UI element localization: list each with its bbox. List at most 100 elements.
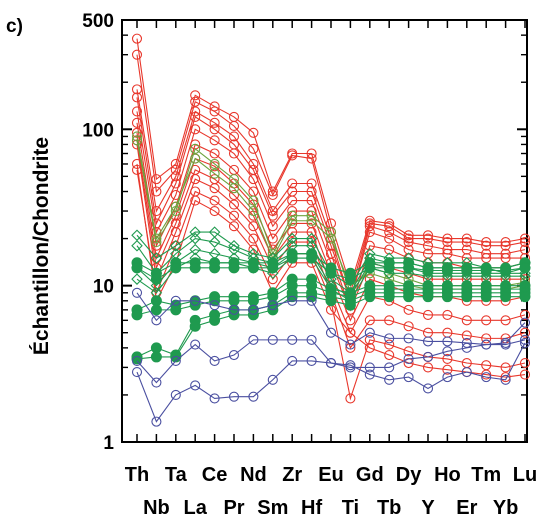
series-line	[136, 342, 526, 423]
data-point	[345, 327, 356, 338]
data-point	[247, 295, 259, 307]
x-tick-label: Gd	[356, 464, 384, 486]
data-point	[383, 262, 395, 274]
data-point	[209, 262, 221, 274]
data-point	[364, 227, 375, 238]
data-point	[345, 315, 356, 326]
data-point	[209, 161, 220, 172]
data-point	[344, 273, 356, 285]
x-tick-label: Tb	[377, 497, 401, 519]
data-point	[131, 92, 143, 103]
data-point	[190, 380, 201, 391]
x-tick-label: Dy	[396, 464, 422, 486]
data-point	[422, 362, 434, 373]
data-point	[364, 262, 376, 274]
data-point	[209, 205, 220, 217]
data-point	[170, 355, 181, 366]
data-point	[461, 233, 472, 244]
data-point	[306, 195, 317, 206]
data-point	[150, 279, 163, 292]
data-point	[306, 215, 317, 226]
data-point	[403, 346, 414, 357]
data-point	[248, 391, 259, 402]
data-point	[442, 233, 453, 244]
data-point	[209, 314, 221, 326]
data-point	[190, 111, 201, 122]
x-tick-label: Hf	[301, 497, 322, 519]
data-point	[209, 183, 220, 194]
data-point	[403, 304, 414, 315]
data-point	[442, 353, 453, 364]
data-point	[131, 33, 143, 44]
x-tick-label: Tm	[471, 464, 501, 486]
data-point	[189, 262, 201, 274]
series-line	[136, 111, 526, 312]
data-point	[461, 315, 472, 326]
data-point	[287, 227, 298, 238]
data-point	[422, 336, 434, 347]
data-point	[403, 372, 414, 383]
data-point	[248, 174, 259, 185]
data-point	[481, 372, 492, 383]
data-point	[247, 262, 259, 274]
data-point	[519, 262, 531, 274]
data-point	[189, 243, 201, 256]
data-point	[519, 317, 531, 328]
data-point	[500, 240, 511, 251]
data-point	[170, 295, 181, 306]
data-point	[170, 178, 181, 189]
data-point	[500, 339, 511, 350]
data-point	[228, 239, 240, 252]
data-point	[384, 221, 395, 232]
data-point	[228, 243, 240, 256]
data-point	[228, 120, 240, 132]
data-point	[131, 131, 143, 142]
x-tick-label: Eu	[318, 464, 344, 486]
x-tick-label: Ta	[165, 464, 188, 486]
data-point	[248, 127, 259, 138]
data-point	[190, 295, 201, 306]
data-point	[131, 117, 143, 128]
data-point	[170, 201, 181, 212]
data-point	[189, 320, 201, 332]
data-point	[287, 334, 298, 345]
data-point	[287, 178, 298, 189]
data-point	[364, 291, 376, 303]
y-tick-label: 100	[82, 120, 114, 141]
data-point	[364, 315, 375, 326]
data-point	[267, 189, 278, 201]
data-point	[131, 309, 143, 321]
y-tick-label: 10	[93, 277, 114, 298]
data-point	[150, 304, 162, 316]
data-point	[228, 148, 240, 159]
data-point	[150, 342, 162, 354]
data-point	[364, 334, 375, 345]
data-point	[403, 333, 414, 344]
data-point	[481, 339, 492, 350]
data-point	[150, 252, 163, 264]
data-point	[151, 205, 162, 217]
data-point	[150, 351, 162, 363]
data-point	[480, 291, 492, 303]
data-point	[384, 333, 395, 344]
data-point	[267, 274, 278, 285]
data-point	[151, 416, 162, 427]
data-point	[325, 357, 337, 369]
x-tick-label: Nb	[143, 497, 170, 519]
data-point	[228, 262, 240, 274]
data-point	[384, 233, 395, 244]
x-tick-label: Sm	[257, 497, 288, 519]
y-tick-label: 1	[103, 433, 114, 454]
x-tick-label: Lu	[513, 464, 537, 486]
data-point	[131, 273, 143, 285]
data-point	[131, 353, 143, 365]
data-point	[403, 262, 415, 274]
data-point	[228, 131, 240, 142]
data-point	[190, 153, 201, 164]
data-point	[325, 295, 337, 307]
plot-frame	[121, 19, 528, 443]
data-point	[287, 195, 298, 206]
data-point	[384, 362, 395, 373]
data-point	[267, 334, 278, 345]
